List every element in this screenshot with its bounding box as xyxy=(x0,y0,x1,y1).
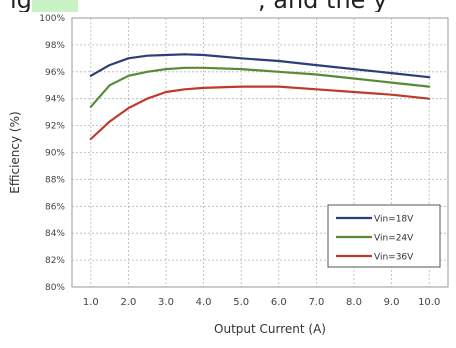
top-fragment-highlight xyxy=(31,0,78,12)
y-tick-label: 94% xyxy=(45,95,65,105)
y-tick-label: 100% xyxy=(39,14,65,24)
legend-label-1: Vin=18V xyxy=(374,215,414,225)
x-tick-label: 9.0 xyxy=(384,297,400,308)
y-tick-label: 88% xyxy=(45,175,65,185)
top-fragment-right-text: , and the y xyxy=(258,0,387,12)
y-tick-label: 86% xyxy=(45,202,65,212)
y-tick-label: 82% xyxy=(45,256,65,266)
legend-label-3: Vin=36V xyxy=(374,253,414,263)
x-tick-label: 3.0 xyxy=(158,297,174,308)
y-axis-title: Efficiency (%) xyxy=(8,111,22,193)
x-tick-label: 7.0 xyxy=(308,297,324,308)
x-tick-label: 4.0 xyxy=(196,297,212,308)
x-tick-label: 6.0 xyxy=(271,297,287,308)
y-tick-label: 98% xyxy=(45,41,65,51)
x-tick-label: 1.0 xyxy=(83,297,99,308)
x-tick-label: 2.0 xyxy=(120,297,136,308)
y-tick-label: 92% xyxy=(45,122,65,132)
y-tick-label: 96% xyxy=(45,68,65,78)
x-tick-label: 8.0 xyxy=(346,297,362,308)
top-fragment-left-text: ig xyxy=(10,0,32,12)
series-line-2 xyxy=(89,66,431,108)
y-tick-label: 84% xyxy=(45,229,65,239)
y-tick-label: 90% xyxy=(45,149,65,159)
x-axis-title: Output Current (A) xyxy=(214,322,326,336)
top-fragment-right: , and the y xyxy=(258,0,387,12)
series-line-3 xyxy=(89,85,431,141)
y-tick-label: 80% xyxy=(45,283,65,293)
top-fragment-left: ig xyxy=(10,0,78,12)
series-line-1 xyxy=(89,53,431,79)
legend-label-2: Vin=24V xyxy=(374,234,414,244)
x-tick-label: 10.0 xyxy=(418,297,440,308)
x-tick-label: 5.0 xyxy=(233,297,249,308)
